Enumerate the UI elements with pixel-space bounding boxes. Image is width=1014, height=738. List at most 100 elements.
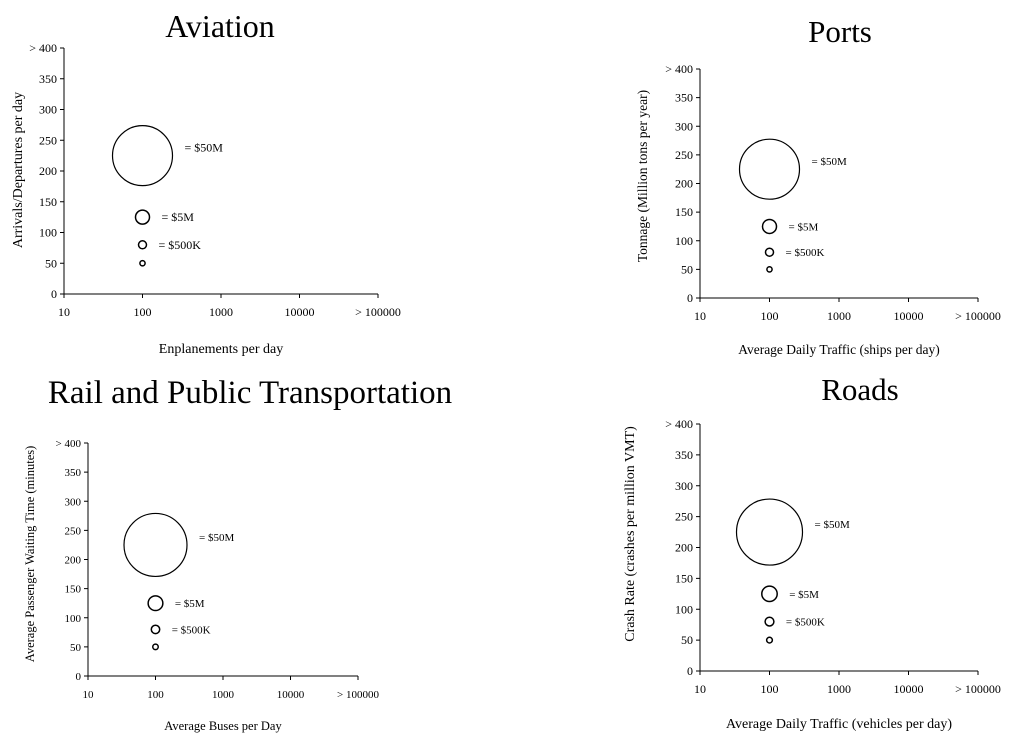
- chart-title-aviation: Aviation: [165, 8, 275, 44]
- x-axis-label: Average Buses per Day: [164, 719, 282, 733]
- y-tick-label: 350: [39, 72, 57, 86]
- y-tick-label: 50: [70, 642, 82, 654]
- y-tick-label: 150: [39, 195, 57, 209]
- y-tick-label: 0: [687, 664, 693, 678]
- y-tick-label: 250: [675, 148, 693, 162]
- y-tick-label: 100: [65, 613, 82, 625]
- chart-title-rail: Rail and Public Transportation: [47, 375, 453, 411]
- bubble-large: [738, 138, 801, 200]
- bubble-label: = $500K: [172, 624, 211, 636]
- y-tick-label: 300: [675, 119, 693, 133]
- chart-title-ports: Ports: [808, 14, 872, 49]
- bubble-medium: [761, 585, 778, 603]
- bubble-large: [123, 512, 188, 578]
- y-tick-label: 350: [65, 467, 82, 479]
- bubble-medium: [134, 209, 151, 225]
- y-tick-label: 100: [675, 602, 693, 616]
- y-tick-label: 250: [39, 133, 57, 147]
- x-tick-label: 10: [83, 689, 95, 701]
- bubble-label: = $50M: [199, 532, 234, 544]
- bubble-tiny: [765, 636, 774, 644]
- bubble-label: = $500K: [786, 247, 825, 259]
- x-tick-label: 10000: [285, 305, 315, 319]
- x-tick-label: 1000: [827, 682, 851, 696]
- x-tick-label: > 100000: [355, 305, 401, 319]
- bubble-label: = $5M: [789, 589, 819, 601]
- y-tick-label: 50: [681, 633, 693, 647]
- bubble-tiny: [152, 643, 159, 651]
- bubble-small: [764, 616, 775, 627]
- x-tick-label: 10000: [894, 309, 924, 323]
- y-tick-label: 200: [65, 555, 82, 567]
- x-tick-label: 10: [694, 309, 706, 323]
- y-tick-label: 0: [687, 291, 693, 305]
- x-tick-label: 10000: [277, 689, 305, 701]
- bubble-label: = $500K: [786, 617, 825, 629]
- bubble-medium: [761, 218, 778, 235]
- y-tick-label: 100: [675, 234, 693, 248]
- bubble-label: = $500K: [159, 238, 202, 252]
- y-tick-label: 0: [76, 671, 82, 683]
- y-axis-label: Arrivals/Departures per day: [11, 92, 26, 248]
- bubble-large: [111, 125, 174, 187]
- x-tick-label: 10: [694, 682, 706, 696]
- x-tick-label: > 100000: [337, 689, 379, 701]
- y-tick-label: 250: [675, 510, 693, 524]
- y-tick-label: 200: [675, 541, 693, 555]
- bubble-small: [764, 247, 775, 257]
- x-tick-label: 1000: [212, 689, 235, 701]
- y-tick-label: 150: [675, 571, 693, 585]
- x-tick-label: 100: [134, 305, 152, 319]
- bubble-label: = $5M: [175, 598, 205, 610]
- bubble-small: [137, 240, 148, 250]
- x-tick-label: 100: [761, 682, 779, 696]
- y-tick-label: 200: [39, 164, 57, 178]
- x-axis-label: Average Daily Traffic (ships per day): [738, 342, 940, 357]
- bubble-label: = $50M: [812, 156, 847, 168]
- y-tick-label: 350: [675, 448, 693, 462]
- x-axis-label: Average Daily Traffic (vehicles per day): [726, 717, 952, 732]
- y-tick-label: > 400: [665, 417, 693, 431]
- x-tick-label: 1000: [827, 309, 851, 323]
- y-tick-label: 250: [65, 525, 82, 537]
- y-tick-label: 300: [675, 479, 693, 493]
- y-tick-label: 0: [51, 287, 57, 301]
- y-axis-label: Tonnage (Million tons per year): [635, 90, 650, 262]
- bubble-label: = $5M: [789, 221, 819, 233]
- y-tick-label: 300: [39, 103, 57, 117]
- bubble-label: = $5M: [162, 210, 195, 224]
- y-axis-label: Crash Rate (crashes per million VMT): [623, 426, 638, 642]
- y-tick-label: > 400: [29, 41, 57, 55]
- y-tick-label: 100: [39, 226, 57, 240]
- y-tick-label: 150: [675, 205, 693, 219]
- x-axis-label: Enplanements per day: [159, 342, 283, 357]
- x-tick-label: > 100000: [955, 309, 1001, 323]
- bubble-tiny: [766, 266, 773, 273]
- y-tick-label: 200: [675, 177, 693, 191]
- x-tick-label: 10: [58, 305, 70, 319]
- x-tick-label: 10000: [894, 682, 924, 696]
- y-tick-label: 150: [65, 584, 82, 596]
- x-tick-label: 100: [147, 689, 164, 701]
- y-tick-label: 300: [65, 496, 82, 508]
- y-tick-label: > 400: [665, 62, 693, 76]
- y-tick-label: > 400: [56, 438, 82, 450]
- bubble-small: [150, 624, 161, 635]
- chart-title-roads: Roads: [821, 372, 899, 407]
- x-tick-label: 1000: [209, 305, 233, 319]
- y-axis-label: Average Passenger Waiting Time (minutes): [23, 446, 37, 663]
- bubble-medium: [147, 595, 164, 612]
- x-tick-label: 100: [761, 309, 779, 323]
- y-tick-label: 50: [45, 256, 57, 270]
- bubble-label: = $50M: [185, 141, 224, 155]
- bubble-tiny: [139, 259, 146, 267]
- bubble-large: [735, 498, 804, 566]
- bubble-label: = $50M: [815, 519, 850, 531]
- y-tick-label: 50: [681, 262, 693, 276]
- y-tick-label: 350: [675, 91, 693, 105]
- x-tick-label: > 100000: [955, 682, 1001, 696]
